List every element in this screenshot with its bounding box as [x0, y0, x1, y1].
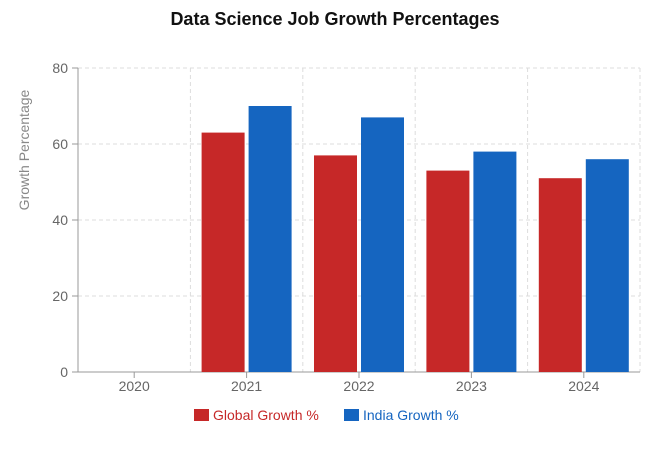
y-tick-label: 60: [52, 136, 68, 152]
x-tick-label: 2021: [231, 378, 262, 394]
bar-global-2024: [538, 178, 582, 372]
legend: Global Growth % India Growth %: [194, 407, 459, 423]
y-tick-label: 40: [52, 212, 68, 228]
y-axis-title: Growth Percentage: [16, 89, 32, 210]
legend-swatch-global[interactable]: [194, 409, 209, 421]
x-tick-label: 2020: [119, 378, 150, 394]
bar-global-2023: [426, 170, 470, 372]
x-tick-label: 2024: [568, 378, 599, 394]
bar-global-2022: [314, 155, 357, 372]
y-tick-label: 80: [52, 60, 68, 76]
legend-swatch-india[interactable]: [344, 409, 359, 421]
x-tick-label: 2022: [343, 378, 374, 394]
x-tick-label: 2023: [456, 378, 487, 394]
legend-label-india[interactable]: India Growth %: [363, 407, 459, 423]
legend-label-global[interactable]: Global Growth %: [213, 407, 319, 423]
bar-india-2023: [473, 151, 517, 372]
y-tick-label: 20: [52, 288, 68, 304]
bar-global-2021: [201, 132, 245, 372]
bar-india-2024: [585, 159, 629, 372]
y-tick-label: 0: [60, 364, 68, 380]
bar-india-2021: [248, 106, 292, 372]
tick-labels: 0 20 40 60 80 2020 2021 2022 2023 2024: [52, 60, 599, 394]
bar-india-2022: [361, 117, 404, 373]
chart-title: Data Science Job Growth Percentages: [170, 9, 499, 29]
bars: [201, 106, 629, 373]
